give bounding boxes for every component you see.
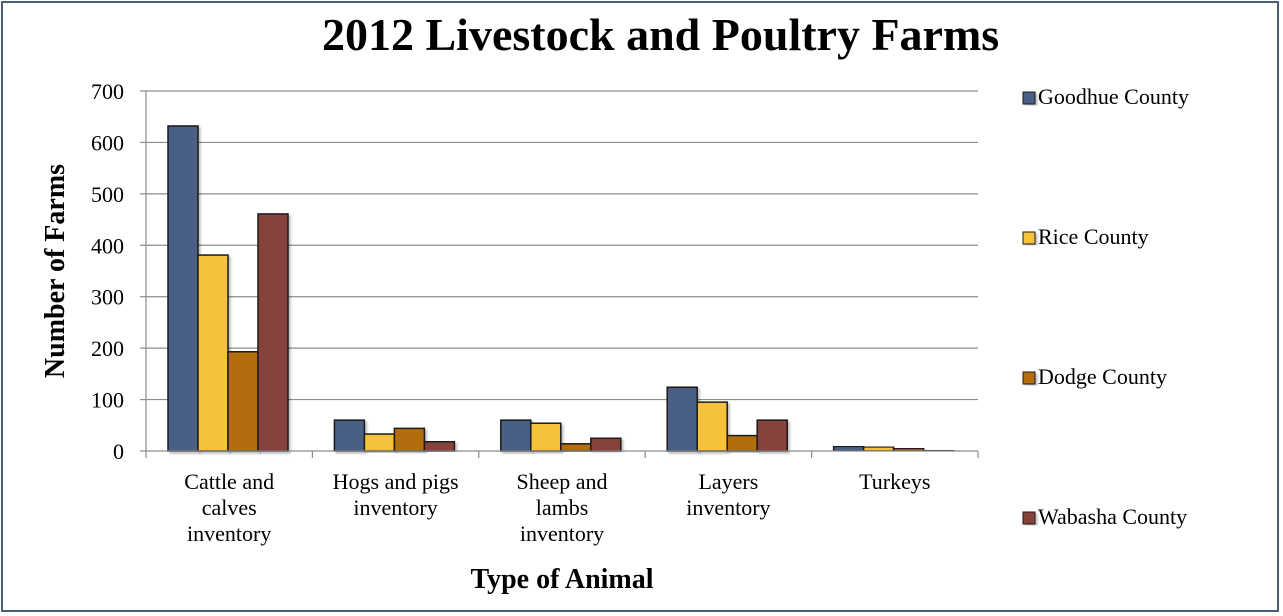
y-tick-label: 400 <box>91 233 124 258</box>
legend-label: Wabasha County <box>1038 504 1187 529</box>
bar-goodhue-county <box>333 419 366 452</box>
x-axis-categories: Cattle and calves inventory Hogs and pigs in… <box>184 469 930 546</box>
legend-label: Rice County <box>1038 224 1149 249</box>
y-tick-label: 0 <box>113 439 124 464</box>
bars <box>167 125 955 452</box>
bar-goodhue-county <box>832 445 865 452</box>
bar-goodhue-county <box>500 419 532 452</box>
bar-rice-county <box>530 422 562 452</box>
x-category-label: Cattle and calves inventory <box>184 469 274 546</box>
bar-wabasha-county <box>756 419 788 452</box>
legend-label: Dodge County <box>1038 364 1167 389</box>
y-axis-title: Number of Farms <box>40 164 71 378</box>
legend-swatch <box>1022 511 1036 525</box>
bar-dodge-county <box>393 427 426 452</box>
x-category-label: Hogs and pigs inventory <box>333 469 459 520</box>
x-axis-title: Type of Animal <box>470 564 653 595</box>
x-category-label: Turkeys <box>859 469 930 494</box>
bar-wabasha-county <box>257 213 289 452</box>
x-category-label: Layers inventory <box>686 469 770 520</box>
bar-dodge-county <box>560 443 592 452</box>
bar-rice-county <box>197 254 229 452</box>
legend-swatch <box>1022 371 1036 385</box>
y-tick-label: 200 <box>91 336 124 361</box>
bar-dodge-county <box>227 350 259 452</box>
bar-rice-county <box>862 446 895 452</box>
axes <box>145 91 979 458</box>
y-tick-label: 700 <box>91 79 124 104</box>
legend: Goodhue County Rice County Dodge County Wab… <box>1022 84 1189 529</box>
legend-swatch <box>1022 91 1036 105</box>
legend-label: Goodhue County <box>1038 84 1189 109</box>
bar-dodge-county <box>726 434 758 452</box>
bar-goodhue-county <box>167 125 199 452</box>
legend-swatch <box>1022 231 1036 245</box>
x-category-label: Sheep and lambs inventory <box>516 469 607 546</box>
y-tick-label: 500 <box>91 182 124 207</box>
bar-rice-county <box>696 401 728 452</box>
bar-wabasha-county <box>590 437 622 452</box>
y-tick-label: 100 <box>91 388 124 413</box>
bar-rice-county <box>363 433 396 452</box>
bar-wabasha-county <box>423 440 456 452</box>
y-axis-ticks: 0 100 200 300 400 500 600 700 <box>91 79 146 464</box>
chart-title: 2012 Livestock and Poultry Farms <box>322 9 1000 60</box>
y-tick-label: 300 <box>91 285 124 310</box>
y-tick-label: 600 <box>91 130 124 155</box>
bar-goodhue-county <box>666 386 698 452</box>
